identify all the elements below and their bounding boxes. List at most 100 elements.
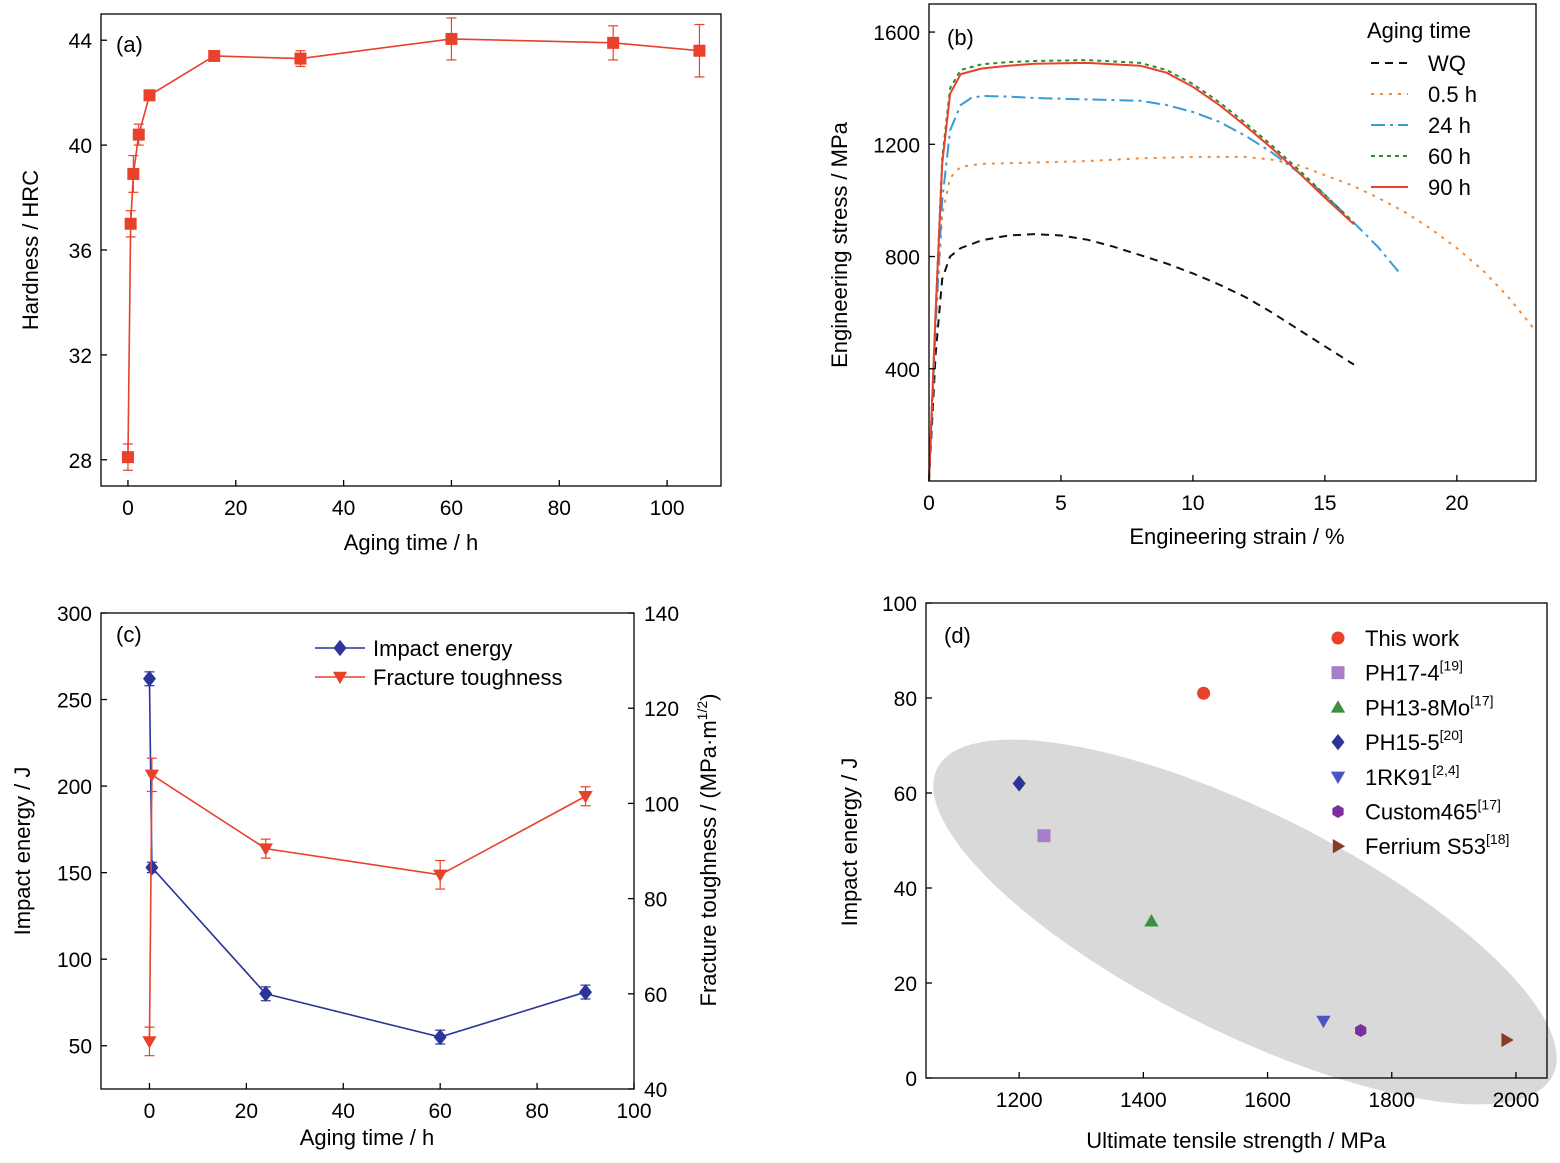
panel-a-xtick-label-5: 100 [650, 497, 685, 520]
panel-c-ytick-right-label-0: 40 [644, 1079, 667, 1102]
panel-d-legend-label-3: PH15-5[20] [1365, 727, 1463, 755]
panel-c-ytick-right-label-4: 120 [644, 698, 679, 721]
panel-c-xlabel: Aging time / h [300, 1125, 435, 1150]
panel-c-ylabel-left: Impact energy / J [10, 767, 35, 936]
panel-b-label: (b) [947, 25, 974, 50]
panel-c-legend-label-1: Fracture toughness [373, 665, 563, 690]
panel-c-series-0-point-4 [579, 983, 593, 1001]
panel-a-point-7 [445, 32, 458, 45]
panel-d-legend-name-1: PH17-4 [1365, 661, 1440, 686]
panel-d-legend-marker-5 [1332, 805, 1344, 818]
panel-d-legend-marker-4 [1330, 771, 1346, 784]
panel-b-xtick-label-0: 0 [923, 492, 935, 515]
panel-d-legend-label-5: Custom465[17] [1365, 797, 1501, 825]
panel-c-ytick-label-3: 200 [57, 776, 92, 799]
panel-a-point-8 [607, 36, 620, 49]
panel-c-series-line-1 [148, 773, 586, 1042]
panel-d-xtick-label-1: 1400 [1120, 1089, 1167, 1112]
panel-b-plot [928, 59, 1535, 482]
panel-d-ylabel: Impact energy / J [837, 758, 862, 927]
panel-d-point-4 [1316, 1015, 1331, 1029]
panel-a-label: (a) [116, 32, 143, 57]
panel-c-series-1-point-3 [433, 869, 448, 882]
panel-c-ytick-label-4: 250 [57, 690, 92, 713]
panel-a-point-3 [132, 128, 145, 141]
panel-d-point-1 [1037, 829, 1051, 843]
panel-b-frame [928, 3, 1537, 482]
panel-b-legend-label-1: 0.5 h [1428, 82, 1477, 107]
panel-c-series-1-point-4 [578, 791, 593, 804]
panel-a-xtick-label-4: 80 [548, 497, 571, 520]
panel-b-series-4 [928, 61, 1355, 482]
panel-b: 0 5 10 15 20 400 800 1200 1600 (b) Engineering s… [827, 3, 1537, 549]
panel-a-frame [100, 13, 722, 487]
panel-b-ytick-label-2: 1200 [873, 134, 920, 157]
panel-d-legend-marker-2 [1330, 700, 1346, 713]
panel-d-ytick-label-3: 60 [894, 783, 917, 806]
panel-d-point-2 [1144, 914, 1159, 927]
panel-c-series-1-point-1 [144, 769, 160, 782]
panel-b-legend-title: Aging time [1367, 18, 1471, 43]
panel-c-xtick-label-4: 80 [525, 1100, 548, 1123]
panel-b-ytick-label-3: 1600 [873, 22, 920, 45]
panel-b-legend-label-4: 90 h [1428, 175, 1471, 200]
panel-c-ytick-label-5: 300 [57, 603, 92, 626]
panel-d-legend-label-4: 1RK91[2,4] [1365, 762, 1460, 790]
panel-d-legend-name-6: Ferrium S53 [1365, 834, 1486, 859]
panel-d-xlabel: Ultimate tensile strength / MPa [1086, 1128, 1386, 1153]
panel-b-xtick-label-2: 10 [1181, 492, 1204, 515]
panel-b-series-0 [928, 233, 1355, 482]
panel-d-label: (d) [944, 623, 971, 648]
panel-c-legend-marker-0 [333, 639, 347, 657]
panel-d-legend-ref-3: [20] [1440, 727, 1463, 743]
panel-b-series-2 [928, 94, 1400, 482]
panel-d-xtick-label-4: 2000 [1493, 1089, 1540, 1112]
panel-d-legend-ref-5: [17] [1478, 797, 1501, 813]
panel-b-ticks: 0 5 10 15 20 400 800 1200 1600 [873, 22, 1468, 515]
panel-c-ytick-right-label-2: 80 [644, 889, 667, 912]
panel-c-series-1-point-2 [258, 843, 273, 856]
panel-b-ylabel: Engineering stress / MPa [827, 121, 852, 368]
panel-a-point-4 [143, 89, 156, 102]
panel-c-series-0-point-0 [142, 670, 156, 687]
panel-b-series-3 [928, 59, 1355, 482]
panel-a-point-2 [127, 167, 140, 180]
panel-d-legend-name-2: PH13-8Mo [1365, 695, 1470, 720]
panel-c-series-0-point-1 [145, 859, 159, 876]
panel-c-series-0-point-3 [433, 1028, 447, 1046]
panel-b-xtick-label-3: 15 [1313, 492, 1336, 515]
panel-c-xtick-label-5: 100 [616, 1100, 651, 1123]
panel-a-point-5 [208, 49, 221, 62]
panel-d-ticks: 1200 1400 1600 1800 2000 0 20 40 60 80 100 [882, 593, 1539, 1112]
panel-a-point-9 [693, 44, 706, 57]
panel-c-xtick-label-1: 20 [235, 1100, 258, 1123]
panel-b-legend-label-0: WQ [1428, 51, 1466, 76]
panel-d-shaded-region [933, 739, 1557, 1105]
panel-c-xtick-label-0: 0 [144, 1100, 156, 1123]
panel-d-legend-marker-1 [1331, 666, 1345, 680]
panel-d-point-3 [1012, 775, 1026, 792]
panel-b-legend-label-3: 60 h [1428, 144, 1471, 169]
panel-d-ytick-label-5: 100 [882, 593, 917, 616]
panel-a-xlabel: Aging time / h [344, 530, 479, 555]
panel-c-ytick-right-label-3: 100 [644, 793, 679, 816]
panel-a-point-1 [124, 217, 137, 230]
panel-c-ytick-right-label-5: 140 [644, 603, 679, 626]
panel-d-legend-name-4: 1RK91 [1365, 765, 1432, 790]
panel-a-xtick-label-1: 20 [224, 497, 247, 520]
panel-a-ticks: 0 20 40 60 80 100 28 32 36 40 44 [69, 30, 685, 520]
panel-d-legend-ref-2: [17] [1470, 692, 1493, 708]
panel-a-xtick-label-2: 40 [332, 497, 355, 520]
panel-a-xtick-label-3: 60 [440, 497, 463, 520]
panel-c-ylabel-right-end: ) [696, 694, 721, 701]
panel-d-legend-ref-6: [18] [1486, 831, 1509, 847]
panel-d-legend-name-5: Custom465 [1365, 800, 1478, 825]
panel-c-series-line-0 [148, 678, 586, 1038]
panel-a-plot [121, 17, 706, 471]
panel-c-ytick-label-1: 100 [57, 949, 92, 972]
panel-c-legend: Impact energy Fracture toughness [315, 636, 563, 690]
panel-d-ytick-label-4: 80 [894, 688, 917, 711]
panel-d-point-5 [1355, 1024, 1367, 1037]
panel-c-xtick-label-3: 60 [429, 1100, 452, 1123]
panel-c-ytick-label-2: 150 [57, 863, 92, 886]
